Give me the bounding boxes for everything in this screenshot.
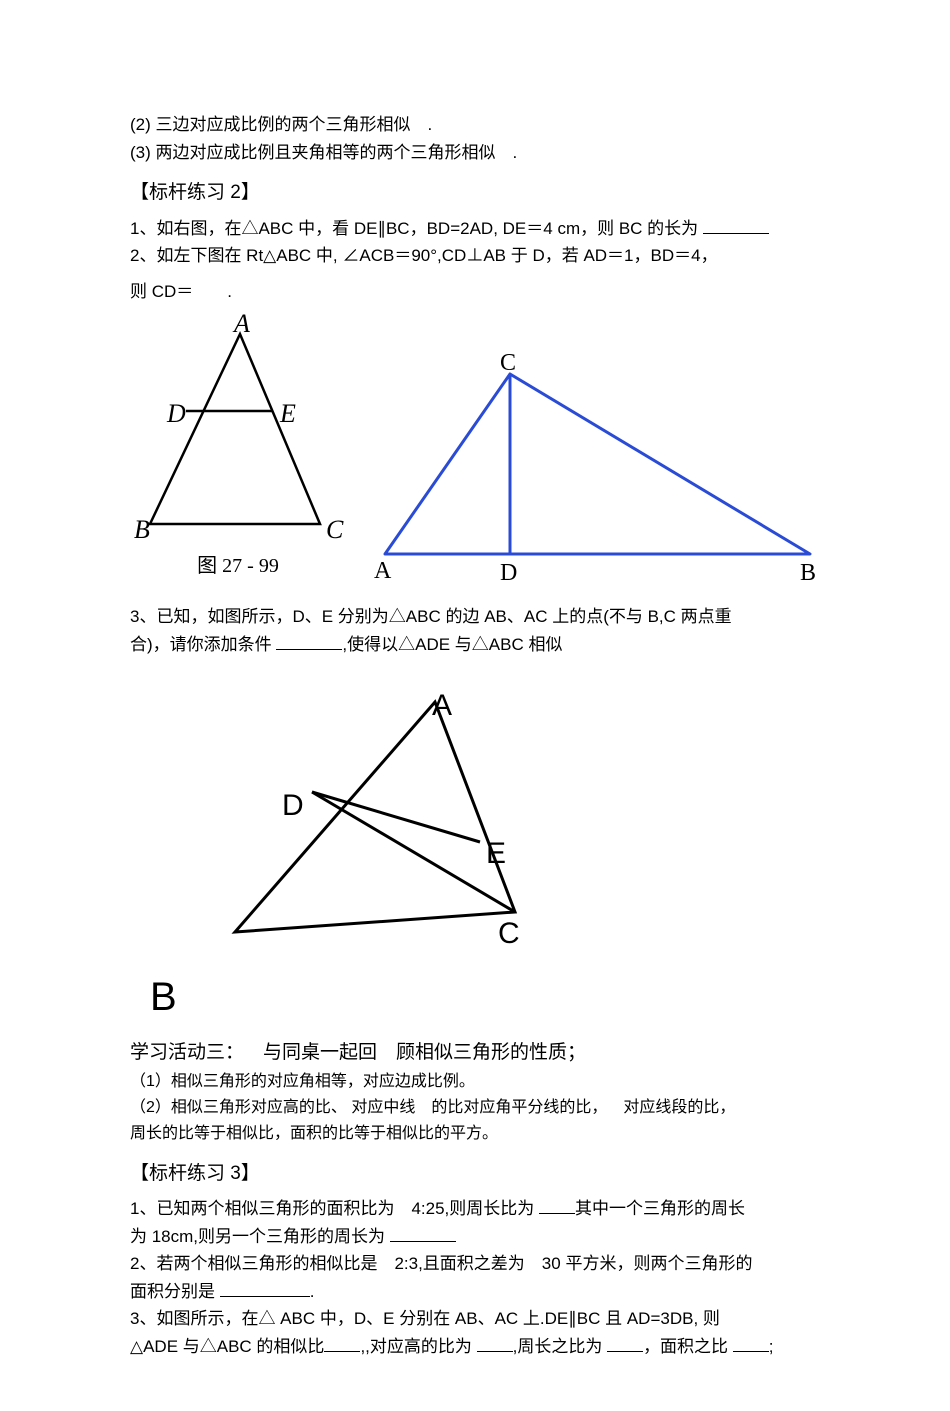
q2-1-text: 1、如右图，在△ABC 中，看 DE∥BC，BD=2AD, DE＝4 cm，则 … xyxy=(130,219,703,238)
question-3-1-a: 1、已知两个相似三角形的面积比为 4:25,则周长比为 其中一个三角形的周长 xyxy=(130,1196,820,1222)
svg-text:C: C xyxy=(326,515,344,544)
blank xyxy=(733,1351,769,1352)
figures-row-1: A D E B C 图 27 - 99 C A D B xyxy=(130,314,820,584)
blank xyxy=(324,1351,360,1352)
q3-2-period: . xyxy=(310,1282,315,1301)
blank xyxy=(390,1241,456,1242)
blank xyxy=(276,649,342,650)
figure-right-triangle: C A D B xyxy=(370,354,820,584)
list-item-3: (3) 两边对应成比例且夹角相等的两个三角形相似 . xyxy=(130,140,820,166)
figure-3-wrap: A D E C xyxy=(220,687,820,947)
q2-3-c-text: ,使得以△ADE 与△ABC 相似 xyxy=(342,635,562,654)
activity-3-item-2a: （2）相似三角形对应高的比、 对应中线 的比对应角平分线的比， 对应线段的比， xyxy=(130,1096,820,1120)
blank xyxy=(477,1351,513,1352)
svg-text:C: C xyxy=(498,917,520,947)
vertex-B-label: B xyxy=(150,967,820,1027)
question-2-2-b: 则 CD＝ . xyxy=(130,279,820,305)
svg-text:A: A xyxy=(374,558,392,584)
q3-3f-text: ; xyxy=(769,1337,774,1356)
q3-3d-text: ,周长之比为 xyxy=(513,1337,607,1356)
question-3-2-a: 2、若两个相似三角形的相似比是 2:3,且面积之差为 30 平方米，则两个三角形… xyxy=(130,1251,820,1277)
figure-triangle-de: A D E B C 图 27 - 99 xyxy=(130,314,370,584)
q3-3c-text: ,,对应高的比为 xyxy=(360,1337,476,1356)
question-3-3-a: 3、如图所示，在△ ABC 中，D、E 分别在 AB、AC 上.DE∥BC 且 … xyxy=(130,1306,820,1332)
figure-triangle-ade: A D E C xyxy=(220,687,570,947)
question-3-3-b: △ADE 与△ABC 的相似比 ,,对应高的比为 ,周长之比为 ，面积之比 ; xyxy=(130,1334,820,1360)
blank xyxy=(703,233,769,234)
svg-text:B: B xyxy=(134,515,150,544)
figure-caption-1: 图 27 - 99 xyxy=(197,555,279,577)
question-2-1: 1、如右图，在△ABC 中，看 DE∥BC，BD=2AD, DE＝4 cm，则 … xyxy=(130,216,820,242)
section-title-3: 【标杆练习 3】 xyxy=(130,1160,820,1189)
q3-1c-text: 为 18cm,则另一个三角形的周长为 xyxy=(130,1227,390,1246)
q3-2b-text: 面积分别是 xyxy=(130,1282,220,1301)
svg-text:D: D xyxy=(500,560,517,584)
blank xyxy=(220,1296,310,1297)
q3-1a-text: 1、已知两个相似三角形的面积比为 4:25,则周长比为 xyxy=(130,1199,539,1218)
question-2-3-b: 合)，请你添加条件 ,使得以△ADE 与△ABC 相似 xyxy=(130,632,820,658)
svg-text:D: D xyxy=(166,399,186,428)
svg-text:E: E xyxy=(486,837,506,870)
svg-text:D: D xyxy=(282,789,304,822)
section-title-2: 【标杆练习 2】 xyxy=(130,179,820,208)
question-3-2-b: 面积分别是 . xyxy=(130,1279,820,1305)
q3-3e-text: ，面积之比 xyxy=(643,1337,733,1356)
activity-3-title: 学习活动三： 与同桌一起回 顾相似三角形的性质； xyxy=(130,1039,820,1068)
q3-1b-text: 其中一个三角形的周长 xyxy=(575,1199,745,1218)
svg-text:A: A xyxy=(232,314,250,338)
question-2-2-a: 2、如左下图在 Rt△ABC 中, ∠ACB＝90°,CD⊥AB 于 D，若 A… xyxy=(130,243,820,269)
blank xyxy=(607,1351,643,1352)
activity-3-item-1: （1）相似三角形的对应角相等，对应边成比例。 xyxy=(130,1070,820,1094)
q3-3b-text: △ADE 与△ABC 的相似比 xyxy=(130,1337,324,1356)
svg-text:A: A xyxy=(432,689,452,722)
svg-text:B: B xyxy=(800,560,816,584)
list-item-2: (2) 三边对应成比例的两个三角形相似 . xyxy=(130,112,820,138)
question-3-1-b: 为 18cm,则另一个三角形的周长为 xyxy=(130,1224,820,1250)
question-2-3-a: 3、已知，如图所示，D、E 分别为△ABC 的边 AB、AC 上的点(不与 B,… xyxy=(130,604,820,630)
blank xyxy=(539,1213,575,1214)
svg-text:C: C xyxy=(500,354,516,376)
activity-3-item-2b: 周长的比等于相似比，面积的比等于相似比的平方。 xyxy=(130,1122,820,1146)
q2-3-b-text: 合)，请你添加条件 xyxy=(130,635,276,654)
svg-text:E: E xyxy=(279,399,296,428)
